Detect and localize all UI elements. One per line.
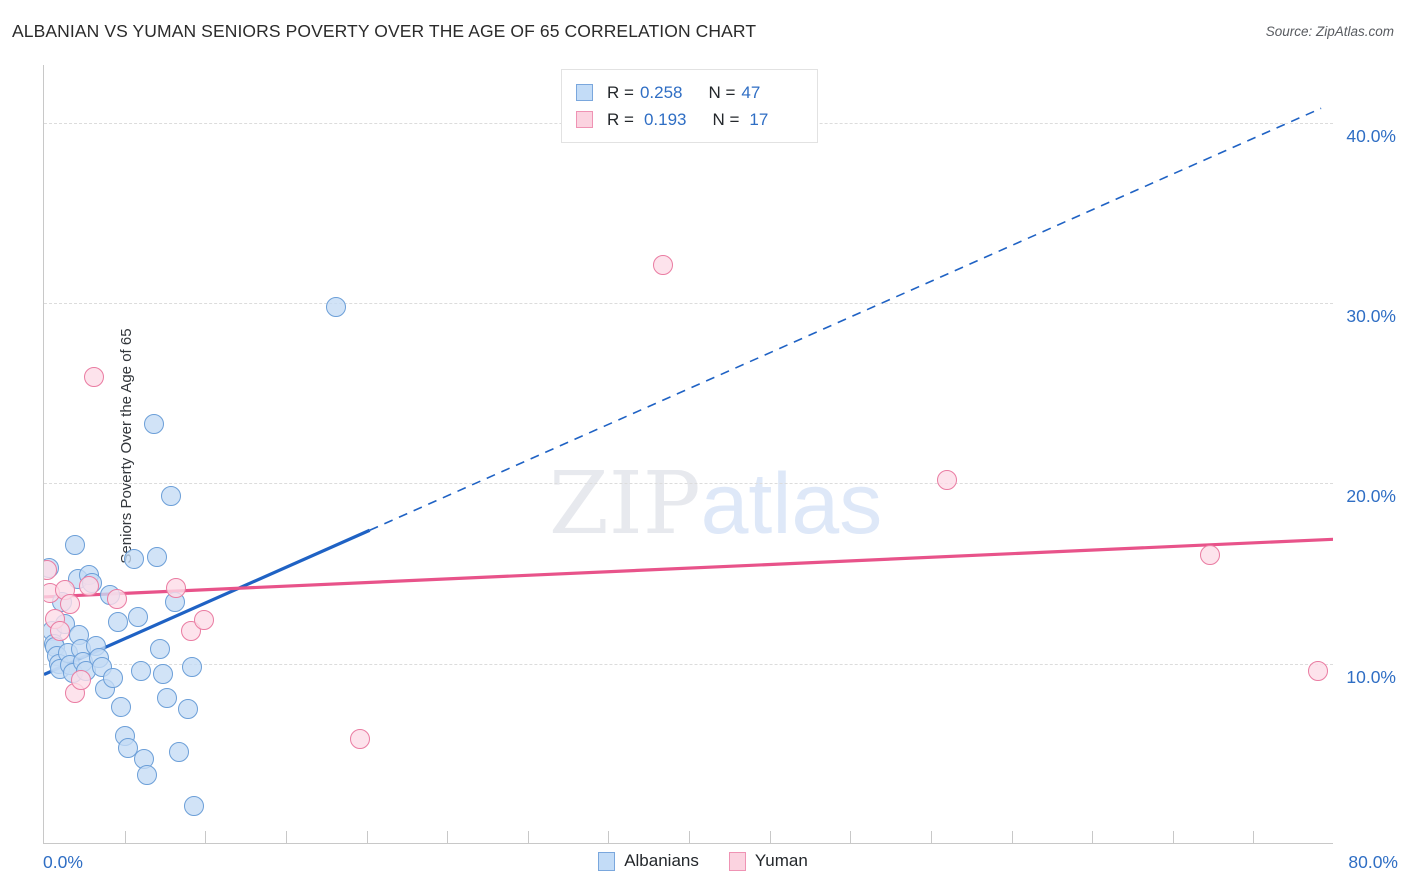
data-point-blue[interactable]	[137, 765, 158, 786]
data-point-pink[interactable]	[50, 621, 71, 642]
data-point-blue[interactable]	[64, 534, 85, 555]
n-value-yuman: 17	[749, 109, 769, 129]
y-tick-label-30: 30.0%	[1346, 306, 1396, 327]
data-point-blue[interactable]	[130, 660, 151, 681]
r-label-yuman: R =	[607, 109, 634, 129]
x-tick-45	[769, 831, 771, 843]
data-point-blue[interactable]	[161, 485, 182, 506]
watermark-atlas: atlas	[700, 456, 883, 552]
plot-area: ZIPatlas	[43, 65, 1333, 844]
n-value-albanians: 47	[741, 82, 761, 102]
x-tick-5	[124, 831, 126, 843]
x-tick-20	[366, 831, 368, 843]
y-tick-label-40: 40.0%	[1346, 125, 1396, 146]
x-tick-30	[527, 831, 529, 843]
legend-label-albanians: Albanians	[624, 851, 699, 870]
data-point-pink[interactable]	[350, 729, 371, 750]
x-tick-35	[608, 831, 610, 843]
x-tick-65	[1092, 831, 1094, 843]
trend-lines	[44, 107, 1333, 676]
data-point-pink[interactable]	[653, 255, 674, 276]
x-tick-40	[689, 831, 690, 843]
correlation-stats-legend: R = 0.258 N = 47 R = 0.193 N = 17	[561, 69, 818, 143]
data-point-blue[interactable]	[169, 742, 190, 763]
data-point-pink[interactable]	[193, 610, 214, 631]
data-point-pink[interactable]	[71, 669, 92, 690]
r-label-albanians: R =	[607, 82, 634, 102]
data-point-pink[interactable]	[106, 588, 127, 609]
data-point-blue[interactable]	[111, 696, 132, 717]
x-tick-70	[1172, 831, 1174, 843]
stats-row-yuman: R = 0.193 N = 17	[576, 106, 805, 133]
x-tick-10	[205, 831, 207, 843]
data-point-blue[interactable]	[117, 738, 138, 759]
data-point-blue[interactable]	[127, 606, 148, 627]
x-tick-55	[930, 831, 932, 843]
data-point-pink[interactable]	[1307, 660, 1328, 681]
data-point-pink[interactable]	[59, 594, 80, 615]
legend-item-yuman[interactable]: Yuman	[728, 851, 808, 871]
y-tick-label-20: 20.0%	[1346, 486, 1396, 507]
swatch-yuman-icon	[576, 111, 593, 128]
x-tick-75	[1253, 831, 1255, 843]
page-title: ALBANIAN VS YUMAN SENIORS POVERTY OVER T…	[12, 21, 757, 41]
legend-swatch-albanians-icon	[598, 851, 616, 871]
data-point-pink[interactable]	[44, 559, 58, 580]
data-point-pink[interactable]	[1199, 545, 1220, 566]
n-label-yuman: N =	[712, 109, 740, 129]
data-point-pink[interactable]	[79, 576, 100, 597]
data-point-pink[interactable]	[83, 366, 104, 387]
data-point-blue[interactable]	[146, 547, 167, 568]
x-axis-min-label: 0.0%	[43, 852, 83, 872]
x-tick-15	[285, 831, 287, 843]
data-point-pink[interactable]	[166, 577, 187, 598]
r-value-albanians: 0.258	[639, 82, 683, 102]
data-point-blue[interactable]	[325, 296, 346, 317]
data-point-blue[interactable]	[150, 639, 171, 660]
data-point-blue[interactable]	[177, 698, 198, 719]
gridline-20	[44, 483, 1333, 485]
trendline-dashed-albanians	[369, 107, 1322, 531]
x-axis-max-label: 80.0%	[1348, 852, 1398, 872]
data-point-blue[interactable]	[153, 664, 174, 685]
x-tick-60	[1011, 831, 1013, 843]
stats-row-albanians: R = 0.258 N = 47	[576, 79, 805, 106]
n-label-albanians: N =	[708, 82, 736, 102]
watermark-zip: ZIP	[549, 454, 701, 554]
x-tick-50	[850, 831, 852, 843]
data-point-blue[interactable]	[124, 549, 145, 570]
y-tick-label-10: 10.0%	[1346, 666, 1396, 687]
data-point-blue[interactable]	[183, 796, 204, 817]
x-tick-25	[447, 831, 449, 843]
source-attribution: Source: ZipAtlas.com	[1265, 24, 1394, 39]
legend-label-yuman: Yuman	[754, 851, 808, 870]
gridline-30	[44, 303, 1333, 305]
legend-swatch-yuman-icon	[728, 851, 746, 871]
data-point-blue[interactable]	[182, 657, 203, 678]
trendline-solid-yuman	[44, 537, 1333, 599]
gridline-10	[44, 663, 1333, 665]
data-point-blue[interactable]	[108, 612, 129, 633]
legend-item-albanians[interactable]: Albanians	[598, 851, 699, 871]
data-point-blue[interactable]	[143, 413, 164, 434]
data-point-blue[interactable]	[103, 668, 124, 689]
series-legend: Albanians Yuman	[0, 851, 1406, 871]
swatch-albanians-icon	[576, 84, 593, 101]
zipatlas-watermark: ZIPatlas	[549, 461, 882, 547]
data-point-blue[interactable]	[156, 687, 177, 708]
data-point-pink[interactable]	[937, 469, 957, 490]
r-value-yuman: 0.193	[643, 109, 687, 129]
